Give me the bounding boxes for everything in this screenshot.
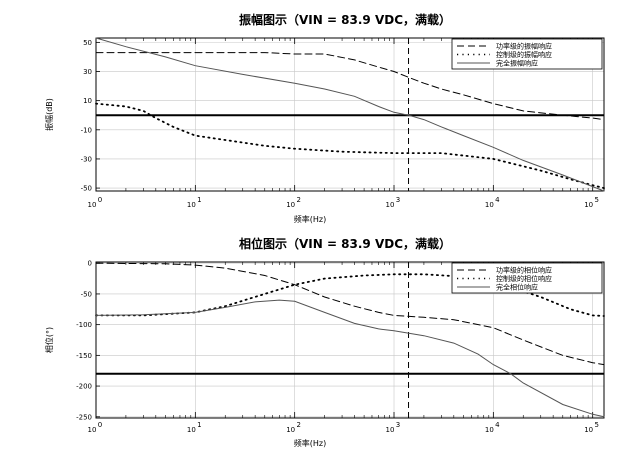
magnitude-series-1-line: [95, 52, 605, 121]
magnitude-x-tick-label: 10: [485, 201, 494, 209]
magnitude-y-tick-label: -30: [81, 155, 92, 163]
magnitude-x-tick-exponent: 4: [495, 196, 500, 204]
phase-series-1-line: [95, 262, 605, 366]
phase-x-tick-exponent: 4: [495, 421, 500, 429]
magnitude-x-tick-exponent: 3: [396, 196, 400, 204]
phase-y-tick-label: -100: [76, 321, 92, 329]
magnitude-x-tick-label: 10: [386, 201, 395, 209]
phase-legend-label-3: 完全相位响应: [496, 283, 538, 292]
magnitude-chart-title: 振幅图示（VIN = 83.9 VDC，满载）: [239, 12, 451, 27]
phase-legend-label-1: 功率级的相位响应: [496, 266, 552, 275]
phase-chart-title: 相位图示（VIN = 83.9 VDC，满载）: [239, 236, 451, 251]
phase-y-tick-label: -200: [76, 383, 92, 391]
phase-chart: 相位图示（VIN = 83.9 VDC，满载）10010110210310410…: [44, 236, 605, 448]
phase-x-tick-label: 10: [485, 426, 494, 434]
phase-y-tick-label: -50: [81, 290, 92, 298]
phase-plot-frame: [95, 261, 605, 419]
magnitude-legend-label-1: 功率级的振幅响应: [496, 42, 552, 51]
magnitude-series-3-line: [95, 37, 605, 192]
phase-x-tick-exponent: 2: [296, 421, 300, 429]
phase-series-3-line: [95, 299, 605, 418]
magnitude-x-tick-label: 10: [187, 201, 196, 209]
magnitude-x-tick-exponent: 0: [98, 196, 102, 204]
magnitude-legend-box: [451, 38, 603, 70]
magnitude-x-tick-label: 10: [286, 201, 295, 209]
phase-x-tick-label: 10: [88, 426, 97, 434]
magnitude-x-axis-label: 频率(Hz): [294, 214, 326, 224]
phase-legend-label-2: 控制级的相位响应: [496, 274, 552, 283]
magnitude-y-tick-label: -50: [81, 185, 92, 193]
magnitude-x-tick-exponent: 2: [296, 196, 300, 204]
phase-x-tick-label: 10: [286, 426, 295, 434]
phase-x-tick-exponent: 0: [98, 421, 102, 429]
phase-series-2-line: [95, 273, 605, 317]
phase-y-tick-label: -150: [76, 352, 92, 360]
phase-x-tick-exponent: 5: [594, 421, 598, 429]
phase-y-tick-label: 0: [88, 260, 92, 268]
magnitude-y-tick-label: 50: [83, 39, 92, 47]
phase-x-tick-label: 10: [386, 426, 395, 434]
magnitude-x-tick-exponent: 1: [197, 196, 201, 204]
magnitude-x-tick-label: 10: [88, 201, 97, 209]
phase-x-axis-label: 频率(Hz): [294, 438, 326, 448]
magnitude-x-tick-label: 10: [584, 201, 593, 209]
magnitude-y-axis-label: 振幅(dB): [44, 98, 54, 131]
phase-x-tick-exponent: 1: [197, 421, 201, 429]
magnitude-y-tick-label: 30: [83, 68, 92, 76]
magnitude-chart: 振幅图示（VIN = 83.9 VDC，满载）10010110210310410…: [44, 12, 605, 224]
phase-y-axis-label: 相位(°): [44, 327, 54, 353]
magnitude-legend-label-2: 控制级的振幅响应: [496, 50, 552, 59]
magnitude-y-tick-label: 10: [83, 97, 92, 105]
magnitude-y-tick-label: -10: [81, 126, 92, 134]
magnitude-x-tick-exponent: 5: [594, 196, 598, 204]
phase-legend-box: [451, 262, 603, 294]
phase-x-tick-label: 10: [187, 426, 196, 434]
phase-x-tick-exponent: 3: [396, 421, 400, 429]
magnitude-legend-label-3: 完全振幅响应: [496, 59, 538, 68]
magnitude-series-2-line: [95, 102, 605, 190]
phase-x-tick-label: 10: [584, 426, 593, 434]
phase-y-tick-label: -250: [76, 413, 92, 421]
